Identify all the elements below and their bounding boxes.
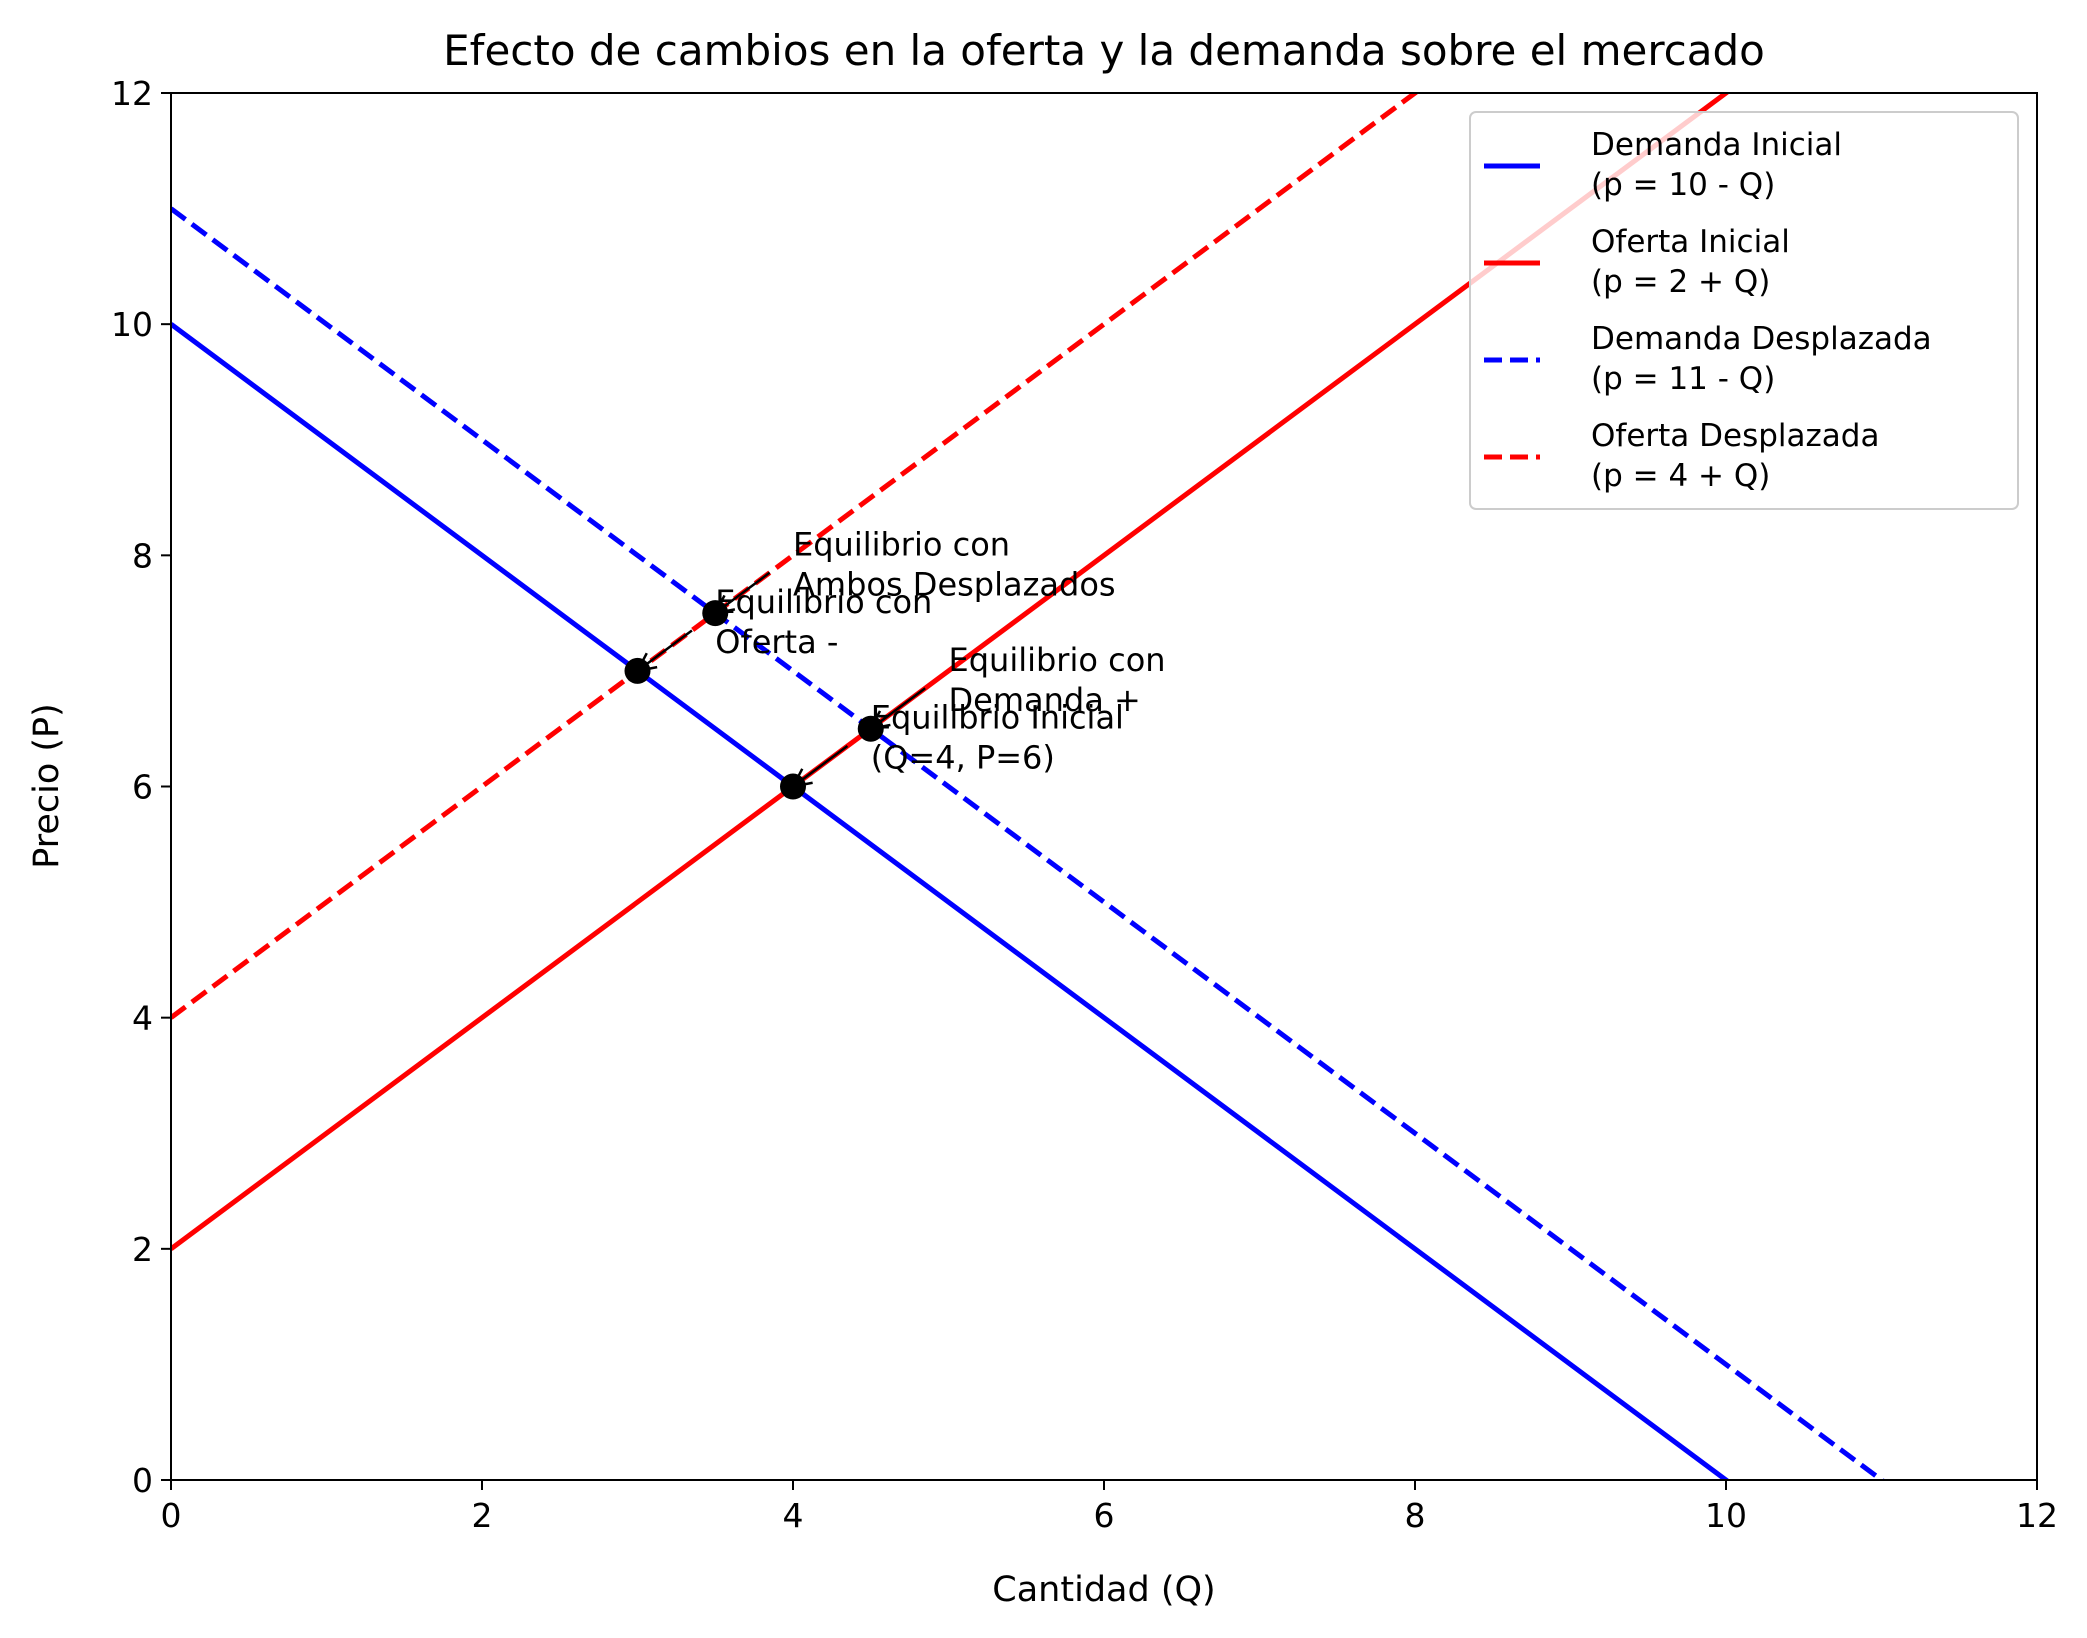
legend-frame — [1469, 111, 2019, 510]
legend-label: Demanda Desplazada — [1591, 321, 1932, 357]
series-line-0 — [171, 322, 1731, 1480]
annotation-label: Oferta - — [715, 623, 838, 661]
x-axis-label: Cantidad (Q) — [992, 1570, 1215, 1610]
y-tick-label: 2 — [132, 1230, 153, 1269]
y-tick-label: 4 — [132, 999, 153, 1038]
x-axis: 0 2 4 6 8 10 12 — [161, 1480, 2058, 1535]
annotation-label: Ambos Desplazados — [793, 565, 1116, 603]
legend-label: Oferta Inicial — [1591, 224, 1790, 260]
annotation-label: Equilibrio con — [715, 583, 932, 621]
x-tick-label: 6 — [1094, 1496, 1115, 1535]
y-tick-label: 12 — [111, 74, 153, 113]
x-tick-label: 8 — [1405, 1496, 1426, 1535]
annotation-label: Demanda + — [949, 681, 1141, 719]
x-tick-label: 0 — [161, 1496, 182, 1535]
point-layer — [624, 600, 884, 800]
y-tick-label: 10 — [111, 305, 153, 344]
series-line-2 — [171, 206, 1886, 1480]
legend-label: Demanda Inicial — [1591, 127, 1842, 163]
annotation-label: (Q=4, P=6) — [871, 739, 1055, 777]
y-axis-label: Precio (P) — [27, 703, 67, 869]
legend-formula: (p = 4 + Q) — [1591, 458, 1770, 494]
annotation-label: Equilibrio Inicial — [871, 699, 1124, 737]
annotation-label: Equilibrio con — [793, 525, 1010, 563]
x-tick-label: 4 — [783, 1496, 804, 1535]
annotation-layer: Equilibrio Inicial(Q=4, P=6) Equilibrio c… — [635, 525, 1166, 789]
equilibrium-point — [624, 657, 651, 684]
legend-formula: (p = 11 - Q) — [1591, 361, 1775, 397]
legend-label: Oferta Desplazada — [1591, 418, 1879, 454]
x-tick-label: 2 — [472, 1496, 493, 1535]
annotation-label: Equilibrio con — [949, 641, 1166, 679]
equilibrium-point — [780, 773, 806, 800]
legend: Demanda Inicial (p = 10 - Q) Oferta Inicia… — [1469, 111, 2019, 510]
y-tick-label: 8 — [132, 536, 153, 575]
legend-formula: (p = 2 + Q) — [1591, 264, 1770, 300]
y-tick-label: 0 — [132, 1461, 153, 1500]
x-tick-label: 10 — [1705, 1496, 1747, 1535]
y-tick-label: 6 — [132, 768, 153, 807]
y-axis: 0 2 4 6 8 10 12 — [111, 74, 171, 1500]
legend-formula: (p = 10 - Q) — [1591, 167, 1775, 203]
x-tick-label: 12 — [2016, 1496, 2058, 1535]
chart-title: Efecto de cambios en la oferta y la dema… — [443, 26, 1765, 75]
equilibrium-point — [857, 715, 884, 742]
equilibrium-point — [702, 600, 729, 627]
